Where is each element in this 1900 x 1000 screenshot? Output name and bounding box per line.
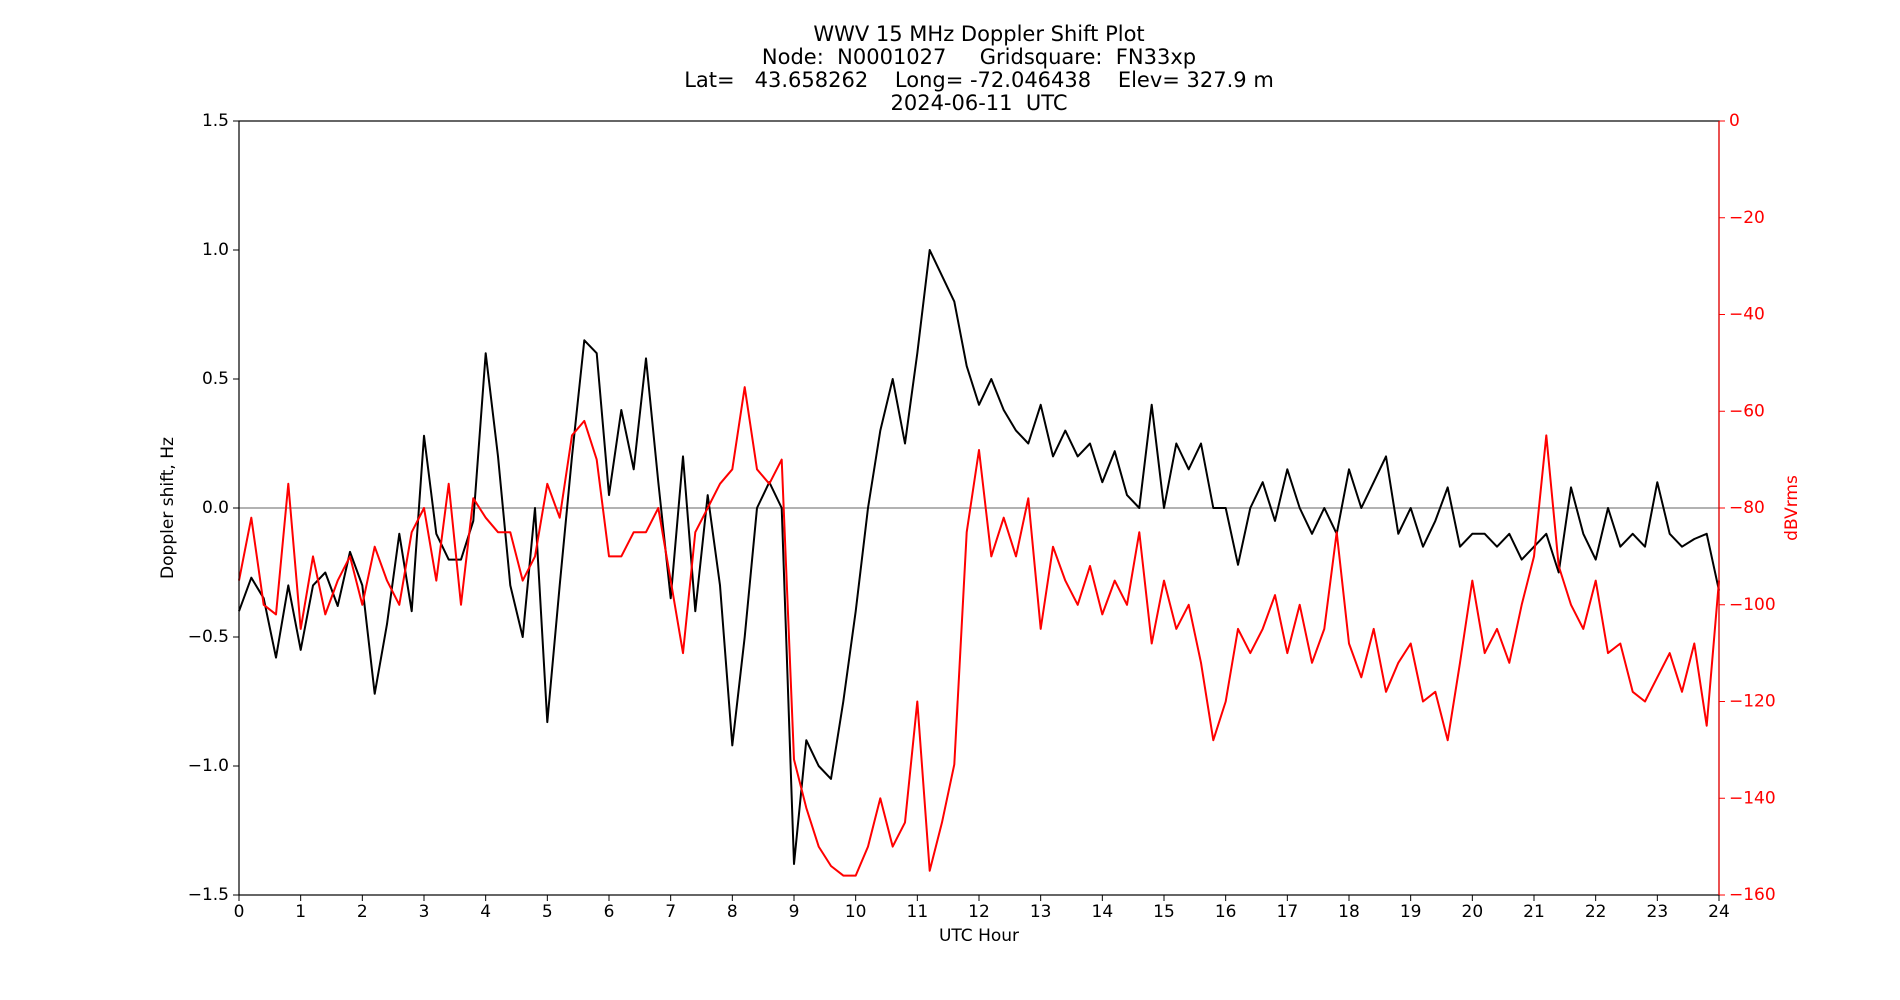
y2-tick-label: 0 — [1729, 111, 1740, 131]
x-tick-label: 7 — [665, 902, 676, 922]
y-tick-label: 0.5 — [202, 369, 229, 389]
x-axis-label: UTC Hour — [939, 926, 1019, 946]
x-tick-label: 23 — [1647, 902, 1669, 922]
x-tick-label: 5 — [542, 902, 553, 922]
y-tick-label: −1.0 — [188, 756, 229, 776]
x-tick-label: 8 — [727, 902, 738, 922]
series-line — [238, 386, 1720, 877]
x-tick-label: 12 — [968, 902, 990, 922]
y2-tick-label: −160 — [1729, 885, 1776, 905]
x-tick-label: 0 — [234, 902, 245, 922]
x-tick-label: 21 — [1523, 902, 1545, 922]
x-tick-label: 15 — [1153, 902, 1175, 922]
title-line: Node: N0001027 Gridsquare: FN33xp — [762, 45, 1196, 69]
x-tick-label: 3 — [419, 902, 430, 922]
x-tick-label: 18 — [1338, 902, 1360, 922]
x-tick-label: 11 — [907, 902, 929, 922]
y-tick-label: −0.5 — [188, 627, 229, 647]
x-tick-label: 10 — [845, 902, 867, 922]
y2-tick-label: −20 — [1729, 208, 1765, 228]
y2-tick-label: −40 — [1729, 305, 1765, 325]
x-tick-label: 22 — [1585, 902, 1607, 922]
y-tick-label: 1.0 — [202, 240, 229, 260]
x-tick-label: 6 — [604, 902, 615, 922]
x-tick-label: 20 — [1462, 902, 1484, 922]
y-axis-label: Doppler shift, Hz — [158, 437, 178, 579]
y-tick-label: 1.5 — [202, 111, 229, 131]
x-tick-label: 19 — [1400, 902, 1422, 922]
x-tick-label: 16 — [1215, 902, 1237, 922]
x-tick-label: 1 — [295, 902, 306, 922]
x-tick-label: 17 — [1277, 902, 1299, 922]
title-line: Lat= 43.658262 Long= -72.046438 Elev= 32… — [684, 68, 1274, 92]
y2-axis-label: dBVrms — [1782, 475, 1802, 541]
y2-tick-label: −100 — [1729, 595, 1776, 615]
y2-tick-label: −80 — [1729, 498, 1765, 518]
x-tick-label: 4 — [480, 902, 491, 922]
y2-tick-label: −60 — [1729, 401, 1765, 421]
y2-tick-label: −120 — [1729, 692, 1776, 712]
x-tick-label: 14 — [1092, 902, 1114, 922]
y2-tick-label: −140 — [1729, 788, 1776, 808]
x-tick-label: 13 — [1030, 902, 1052, 922]
y-tick-label: 0.0 — [202, 498, 229, 518]
x-tick-label: 24 — [1708, 902, 1730, 922]
title-line: WWV 15 MHz Doppler Shift Plot — [813, 22, 1144, 46]
x-tick-label: 2 — [357, 902, 368, 922]
x-tick-label: 9 — [789, 902, 800, 922]
series-line — [238, 249, 1720, 865]
title-line: 2024-06-11 UTC — [890, 91, 1067, 115]
y-tick-label: −1.5 — [188, 885, 229, 905]
